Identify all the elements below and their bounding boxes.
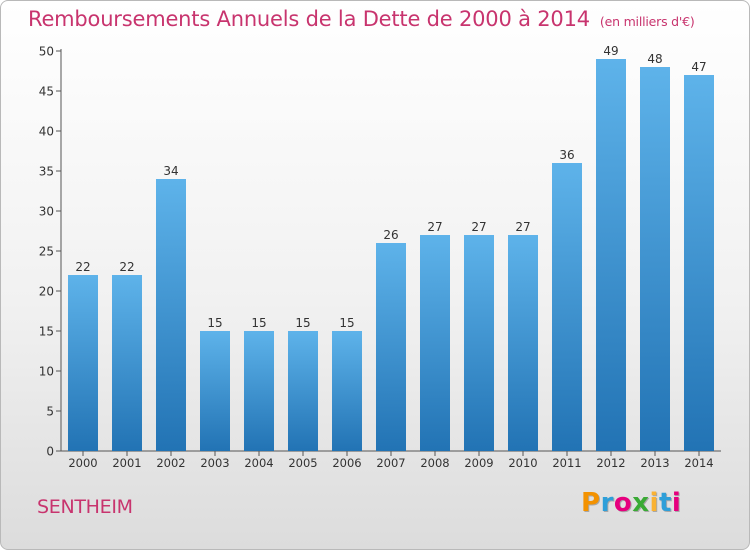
bar [112, 275, 142, 451]
bar-value-label: 22 [119, 260, 134, 274]
y-tick-label: 15 [39, 325, 54, 339]
bar-value-label: 15 [251, 316, 266, 330]
y-tick-label: 50 [39, 45, 54, 59]
bar [464, 235, 494, 451]
bar [552, 163, 582, 451]
bar-value-label: 36 [559, 148, 574, 162]
chart-title-block: Remboursements Annuels de la Dette de 20… [28, 7, 695, 31]
bar-value-label: 48 [647, 52, 662, 66]
y-tick-label: 35 [39, 165, 54, 179]
x-tick-label: 2000 [68, 456, 97, 470]
bar-value-label: 47 [691, 60, 706, 74]
y-tick-label: 0 [46, 445, 54, 459]
y-tick-label: 25 [39, 245, 54, 259]
x-tick-label: 2002 [156, 456, 185, 470]
chart-subtitle: (en milliers d'€) [599, 14, 695, 29]
x-tick-label: 2004 [244, 456, 273, 470]
y-tick-label: 5 [46, 405, 54, 419]
chart-title: Remboursements Annuels de la Dette de 20… [28, 7, 590, 31]
bar-value-label: 15 [207, 316, 222, 330]
x-tick-label: 2007 [376, 456, 405, 470]
bar-value-label: 27 [515, 220, 530, 234]
axis-layer: 0 5 10 15 20 25 30 35 40 45 50 2000 2001 2002 2003 2004… [39, 45, 721, 470]
x-tick-label: 2001 [112, 456, 141, 470]
x-tick-label: 2006 [332, 456, 361, 470]
x-tick-label: 2011 [552, 456, 581, 470]
bar [640, 67, 670, 451]
x-tick-label: 2003 [200, 456, 229, 470]
y-tick-label: 45 [39, 85, 54, 99]
bar [200, 331, 230, 451]
bar-value-label: 27 [427, 220, 442, 234]
bar-value-label: 22 [75, 260, 90, 274]
x-tick-label: 2005 [288, 456, 317, 470]
bar-value-label: 26 [383, 228, 398, 242]
y-tick-label: 10 [39, 365, 54, 379]
bar [596, 59, 626, 451]
y-tick-label: 20 [39, 285, 54, 299]
bar [68, 275, 98, 451]
proxiti-logo[interactable]: Proxiti [581, 488, 682, 518]
x-tick-label: 2014 [684, 456, 713, 470]
y-tick-label: 40 [39, 125, 54, 139]
x-tick-label: 2010 [508, 456, 537, 470]
bar-value-label: 49 [603, 44, 618, 58]
commune-name: SENTHEIM [37, 496, 133, 518]
bar [288, 331, 318, 451]
bar [376, 243, 406, 451]
x-tick-label: 2012 [596, 456, 625, 470]
bar-value-label: 15 [295, 316, 310, 330]
bar-value-label: 27 [471, 220, 486, 234]
bar [684, 75, 714, 451]
label-layer: 22 22 34 15 15 15 15 26 27 27 27 36 49 48 47 [75, 44, 706, 330]
bar-value-label: 15 [339, 316, 354, 330]
bar-layer [68, 59, 714, 451]
x-tick-label: 2013 [640, 456, 669, 470]
bar [508, 235, 538, 451]
bar [156, 179, 186, 451]
x-tick-label: 2009 [464, 456, 493, 470]
bar-value-label: 34 [163, 164, 178, 178]
bar [244, 331, 274, 451]
y-tick-label: 30 [39, 205, 54, 219]
x-tick-label: 2008 [420, 456, 449, 470]
bar [332, 331, 362, 451]
bar [420, 235, 450, 451]
